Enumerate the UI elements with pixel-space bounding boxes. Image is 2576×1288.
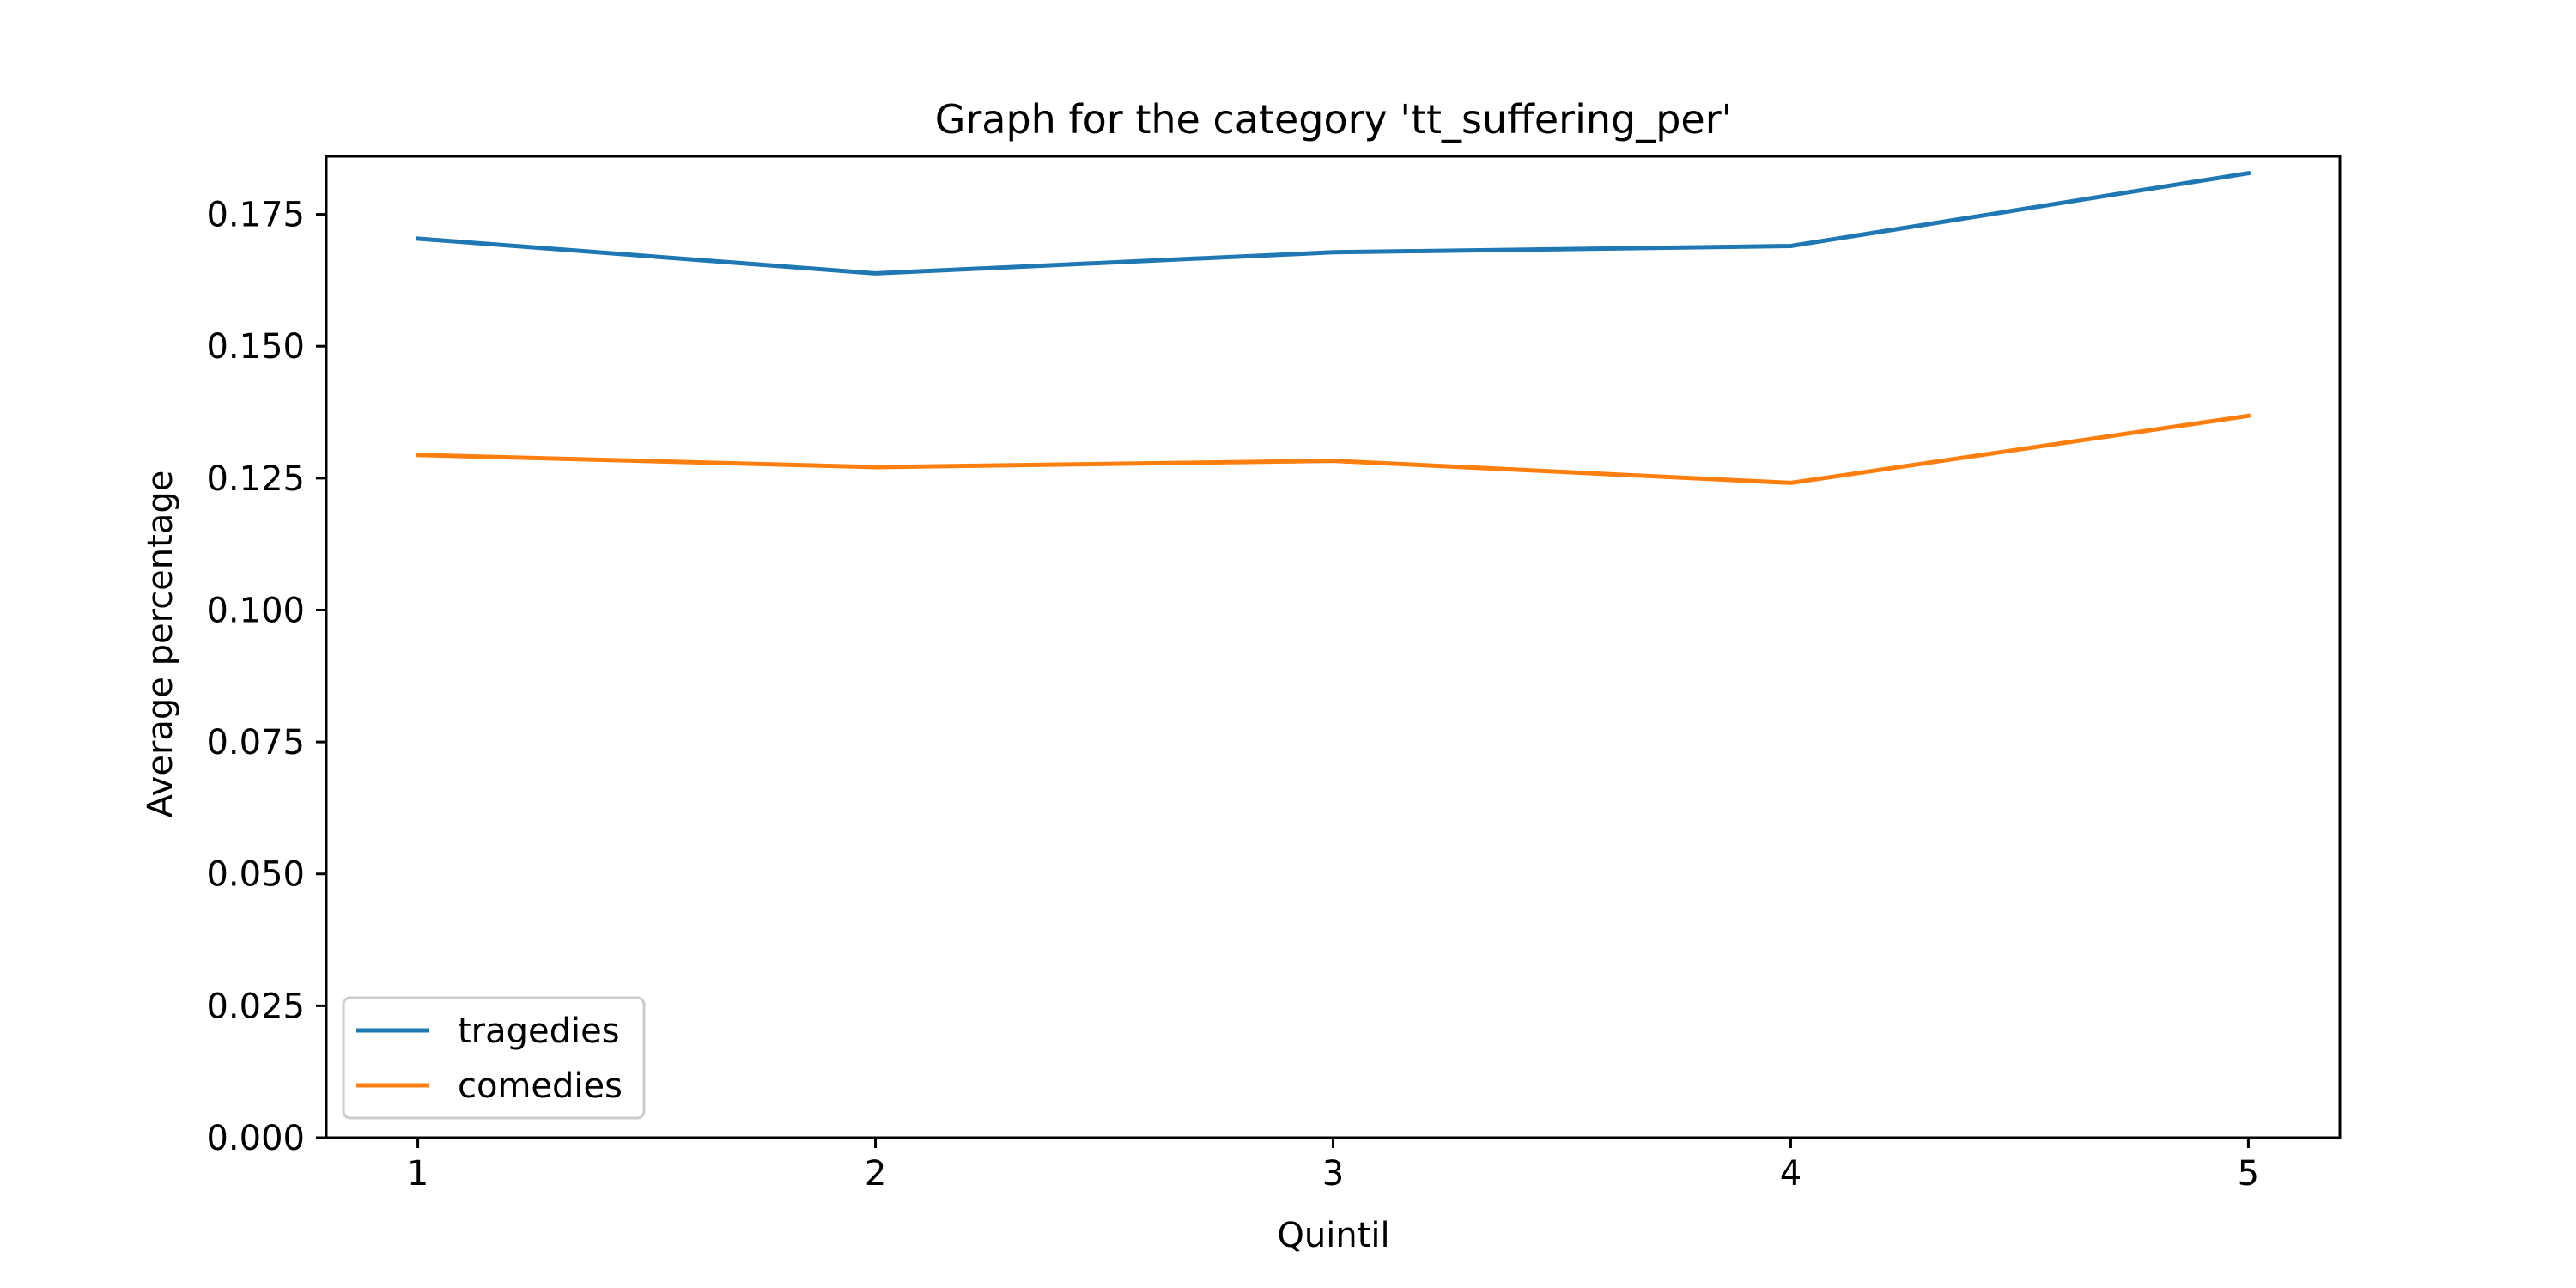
y-tick-label: 0.175 [206,196,305,235]
y-tick-label: 0.125 [206,459,305,499]
y-axis-label: Average percentage [141,471,180,818]
legend-label-tragedies: tragedies [458,1012,620,1051]
legend-box [342,996,646,1120]
legend-label-comedies: comedies [458,1066,623,1106]
x-tick-label: 3 [1322,1154,1344,1194]
plot-area: 1 2 3 4 5 0.000 0.025 0.050 0.075 0.100 0.125 0.150… [206,155,2342,1194]
y-tick-label: 0.100 [206,591,305,630]
y-tick-label: 0.000 [206,1119,305,1158]
chart-title: Graph for the category 'tt_suffering_per… [935,96,1733,143]
x-axis-label: Quintil [1277,1216,1389,1255]
x-tick-label: 2 [865,1154,886,1194]
y-tick-label: 0.075 [206,723,305,762]
y-tick-label: 0.050 [206,855,305,895]
y-tick-label: 0.150 [206,327,305,367]
x-tick-label: 1 [407,1154,428,1194]
y-tick-label: 0.025 [206,987,305,1026]
legend: tragedies comedies [342,996,646,1120]
x-tick-label: 4 [1780,1154,1801,1194]
x-tick-label: 5 [2238,1154,2259,1194]
